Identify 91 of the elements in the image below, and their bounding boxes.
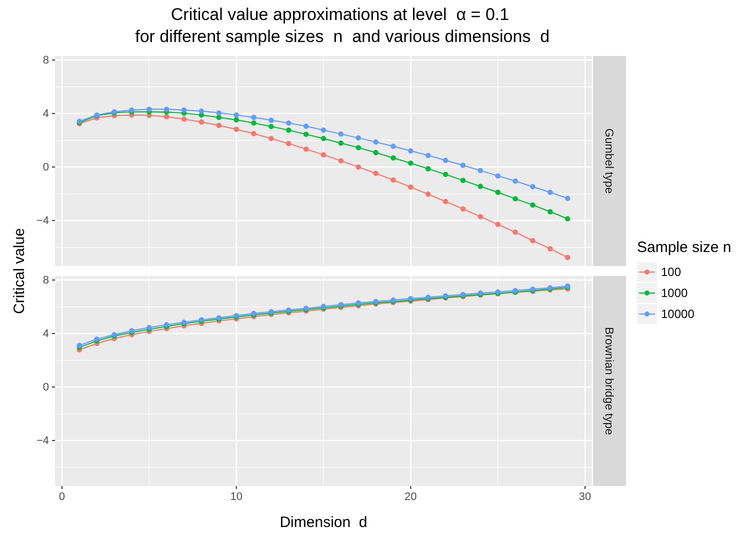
point	[356, 164, 362, 170]
point	[164, 114, 170, 120]
point	[530, 202, 536, 208]
y-tick-label: −4	[36, 435, 49, 448]
point	[460, 206, 466, 212]
point	[356, 144, 362, 150]
point	[425, 192, 431, 197]
point	[268, 118, 274, 123]
point	[338, 140, 344, 146]
point	[216, 114, 222, 120]
point	[251, 120, 256, 126]
point	[234, 117, 239, 122]
point	[564, 216, 570, 222]
point	[181, 116, 187, 122]
point	[512, 230, 518, 235]
point	[320, 127, 326, 133]
point	[216, 122, 222, 128]
legend-label: 1000	[661, 286, 688, 300]
point	[530, 238, 536, 244]
point	[390, 177, 396, 183]
point	[495, 173, 500, 178]
point	[234, 126, 239, 132]
text: Brownian bridge type	[602, 326, 614, 436]
point	[478, 168, 484, 174]
point	[548, 190, 553, 195]
point	[303, 146, 309, 152]
point	[442, 198, 448, 204]
point	[548, 209, 553, 214]
text: Gumbel type	[602, 128, 614, 194]
point	[512, 196, 518, 202]
y-tick-label: 0	[42, 162, 49, 174]
x-axis-title: Dimension d	[280, 514, 368, 531]
chart-title: Critical value approximations at level α = 0.1 for different sample sizes n and various dimensions d	[130, 5, 550, 46]
legend-title: Sample size n	[637, 239, 732, 256]
point	[251, 130, 256, 136]
point	[408, 184, 414, 190]
y-axis-title: Critical value	[11, 228, 28, 314]
point	[338, 131, 344, 137]
point	[303, 132, 309, 137]
point	[478, 214, 484, 220]
point	[373, 170, 378, 176]
point	[530, 184, 536, 190]
point	[548, 246, 553, 252]
point	[460, 162, 466, 168]
x-tick-label: 0	[58, 490, 66, 503]
point	[373, 150, 378, 156]
point	[425, 166, 431, 172]
point	[286, 127, 292, 133]
y-tick-label: 0	[42, 382, 49, 394]
point	[320, 152, 326, 158]
point	[442, 172, 448, 178]
point	[181, 107, 187, 113]
point	[390, 144, 396, 149]
point	[234, 112, 239, 118]
point	[408, 160, 414, 166]
point	[198, 108, 204, 114]
point	[303, 124, 309, 129]
point	[512, 178, 518, 184]
point	[373, 139, 378, 145]
point	[356, 135, 362, 140]
x-tick-label: 20	[404, 490, 417, 503]
point	[268, 124, 274, 130]
y-tick-label: 8	[42, 54, 49, 67]
point	[164, 106, 170, 112]
point	[478, 184, 484, 190]
legend-label: 100	[661, 265, 682, 279]
point	[268, 136, 274, 142]
point	[286, 120, 292, 126]
point	[146, 106, 152, 112]
point	[408, 148, 414, 154]
point	[216, 110, 222, 116]
y-tick-label: 4	[42, 328, 49, 340]
point	[564, 196, 570, 201]
point	[320, 136, 326, 142]
y-tick-label: 8	[42, 274, 49, 287]
point	[460, 178, 466, 184]
x-tick-label: 30	[578, 490, 592, 503]
point	[198, 119, 204, 125]
point	[442, 158, 448, 163]
point	[564, 254, 570, 260]
point	[425, 152, 431, 158]
point	[251, 114, 256, 120]
y-tick-label: 4	[42, 108, 49, 120]
point	[495, 190, 500, 195]
point	[495, 222, 500, 228]
point	[286, 140, 292, 146]
x-tick-label: 10	[230, 490, 242, 503]
point	[338, 158, 344, 164]
y-tick-label: −4	[36, 215, 49, 228]
point	[390, 155, 396, 161]
legend-label: 10000	[661, 307, 695, 321]
